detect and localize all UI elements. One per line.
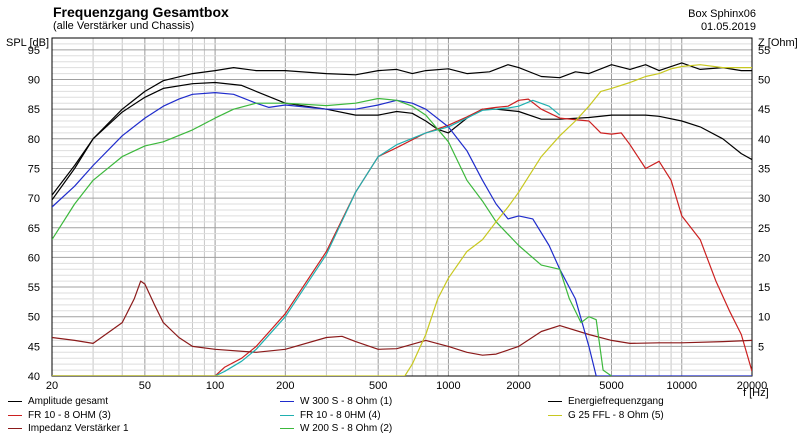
legend-item: W 200 S - 8 Ohm (2) bbox=[280, 422, 392, 435]
y-right-tick-label: 5 bbox=[758, 341, 764, 353]
legend-swatch bbox=[548, 414, 562, 416]
series-line-fr-10-8-0hm-4 bbox=[52, 99, 561, 376]
x-tick-label: 10000 bbox=[666, 380, 697, 392]
y-left-tick-label: 55 bbox=[28, 282, 40, 294]
y-right-tick-label: 40 bbox=[758, 134, 770, 146]
legend-swatch bbox=[8, 401, 22, 402]
box-date: 01.05.2019 bbox=[700, 21, 756, 33]
y-right-tick-label: 10 bbox=[758, 312, 770, 324]
x-tick-label: 500 bbox=[369, 380, 387, 392]
legend-swatch bbox=[548, 401, 562, 402]
x-tick-label: 20 bbox=[46, 380, 58, 392]
x-tick-label: 20000 bbox=[737, 380, 768, 392]
y-right-tick-label: 30 bbox=[758, 193, 770, 205]
legend-label: W 200 S - 8 Ohm (2) bbox=[300, 423, 393, 434]
y-left-tick-label: 90 bbox=[28, 75, 40, 87]
box-name: Box Sphinx06 bbox=[688, 8, 756, 20]
y-left-tick-label: 80 bbox=[28, 134, 40, 146]
y-left-tick-label: 50 bbox=[28, 312, 40, 324]
legend-swatch bbox=[280, 401, 294, 402]
legend-label: FR 10 - 8 OHM (3) bbox=[28, 409, 111, 421]
series-line-w-200-s-8-ohm-2 bbox=[52, 97, 612, 376]
legend-label: G 25 FFL - 8 Ohm (5) bbox=[568, 409, 664, 421]
chart-subtitle: (alle Verstärker und Chassis) bbox=[53, 20, 195, 32]
series-line-g-25-ffl-8-ohm-5 bbox=[52, 64, 752, 376]
y-left-tick-label: 65 bbox=[28, 223, 40, 235]
y-left-tick-label: 40 bbox=[28, 371, 40, 383]
legend-item: G 25 FFL - 8 Ohm (5) bbox=[548, 409, 664, 422]
y-right-tick-label: 55 bbox=[758, 45, 770, 57]
legend-item: FR 10 - 8 0HM (4) bbox=[280, 409, 381, 422]
chart-legend: Amplitude gesamt FR 10 - 8 OHM (3) Impedan… bbox=[8, 395, 788, 437]
plot-area bbox=[52, 38, 752, 376]
box-info: Box Sphinx06 01.05.2019 bbox=[688, 8, 756, 34]
series-line-energiefrequenzgang bbox=[52, 62, 752, 196]
y-left-tick-label: 45 bbox=[28, 341, 40, 353]
legend-label: Amplitude gesamt bbox=[28, 396, 109, 407]
x-tick-label: 50 bbox=[139, 380, 151, 392]
y-right-tick-label: 45 bbox=[758, 104, 770, 116]
legend-item: W 300 S - 8 Ohm (1) bbox=[280, 395, 392, 408]
legend-item: FR 10 - 8 OHM (3) bbox=[8, 409, 111, 422]
legend-swatch bbox=[280, 414, 294, 416]
y-left-tick-label: 70 bbox=[28, 193, 40, 205]
x-tick-label: 1000 bbox=[436, 380, 460, 392]
legend-item: Amplitude gesamt bbox=[8, 395, 108, 408]
y-right-tick-label: 35 bbox=[758, 163, 770, 175]
legend-swatch bbox=[8, 414, 22, 416]
y-right-tick-label: 20 bbox=[758, 252, 770, 264]
y-left-tick-label: 85 bbox=[28, 104, 40, 116]
series-line-fr-10-8-ohm-3 bbox=[52, 98, 752, 376]
y-left-tick-label: 95 bbox=[28, 45, 40, 57]
y-right-tick-label: 50 bbox=[758, 75, 770, 87]
y-right-tick-label: 25 bbox=[758, 223, 770, 235]
series-line-impedanz-verst-rker-1 bbox=[52, 280, 752, 356]
legend-label: Impedanz Verstärker 1 bbox=[28, 423, 129, 434]
x-tick-label: 100 bbox=[206, 380, 224, 392]
y-right-tick-label: 15 bbox=[758, 282, 770, 294]
x-tick-label: 200 bbox=[276, 380, 294, 392]
y-left-tick-label: 75 bbox=[28, 163, 40, 175]
legend-swatch bbox=[280, 428, 294, 429]
legend-label: W 300 S - 8 Ohm (1) bbox=[300, 396, 393, 407]
x-tick-label: 2000 bbox=[506, 380, 530, 392]
y-axis-left-label: SPL [dB] bbox=[6, 37, 50, 49]
y-left-tick-label: 60 bbox=[28, 252, 40, 264]
legend-item: Impedanz Verstärker 1 bbox=[8, 422, 129, 435]
legend-swatch bbox=[8, 428, 22, 429]
series-line-w-300-s-8-ohm-1 bbox=[52, 92, 752, 376]
x-axis-label: f [Hz] bbox=[743, 387, 769, 399]
legend-item: Energiefrequenzgang bbox=[548, 395, 664, 408]
legend-label: FR 10 - 8 0HM (4) bbox=[300, 409, 381, 421]
chart-title: Frequenzgang Gesamtbox bbox=[53, 4, 229, 20]
x-tick-label: 5000 bbox=[599, 380, 623, 392]
legend-label: Energiefrequenzgang bbox=[568, 396, 664, 407]
y-axis-right-label: Z [Ohm] bbox=[758, 37, 798, 49]
